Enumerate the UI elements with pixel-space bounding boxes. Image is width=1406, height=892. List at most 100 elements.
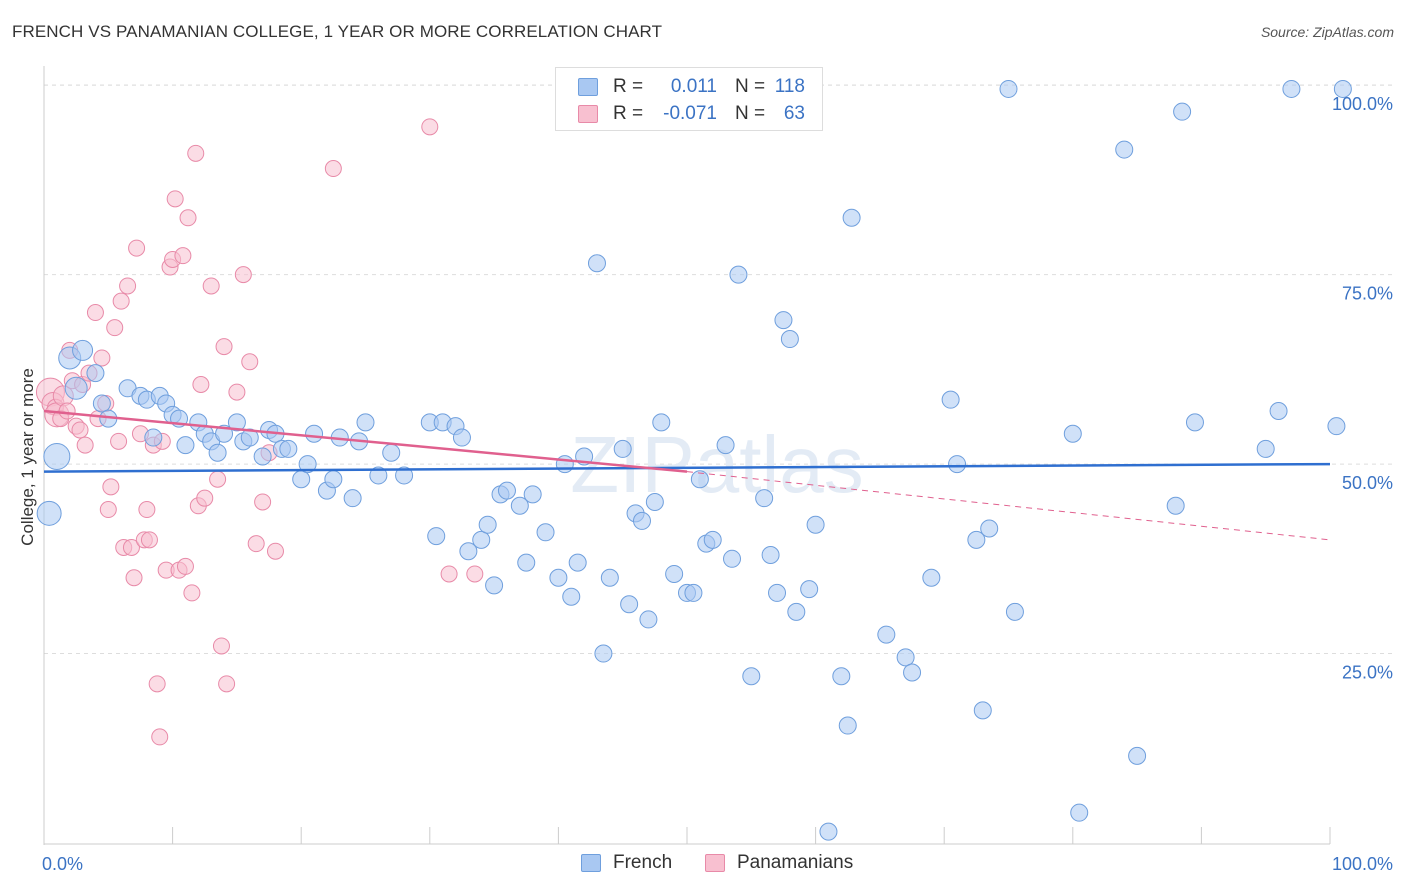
french-point (1173, 102, 1192, 121)
french-point (208, 443, 227, 462)
r-value: 0.011 (670, 76, 717, 97)
panamanians-point (202, 277, 220, 295)
x-tick-label: 100.0% (1332, 854, 1393, 874)
panamanians-point (99, 501, 117, 519)
french-point (980, 519, 999, 538)
french-point (43, 443, 71, 470)
panamanians-point (112, 292, 130, 310)
legend-label-french: French (613, 852, 673, 873)
french-point (999, 79, 1018, 98)
panamanians-point (234, 266, 252, 284)
french-point (716, 436, 735, 455)
french-point (703, 530, 722, 549)
french-point (1185, 413, 1204, 432)
panamanians-point (247, 535, 265, 553)
panamanians-trend-extension (686, 471, 1331, 541)
french-point (86, 364, 105, 383)
french-point (227, 413, 246, 432)
french-point (620, 595, 639, 614)
french-point (292, 470, 311, 489)
panamanians-point (148, 675, 166, 693)
french-point (253, 447, 272, 466)
panamanians-point (110, 432, 128, 450)
french-point (877, 625, 896, 644)
french-point (806, 515, 825, 534)
panamanians-point (421, 118, 439, 136)
french-point (941, 390, 960, 409)
panamanians-point (174, 247, 192, 265)
french-point (72, 339, 94, 361)
french-point (536, 523, 555, 542)
french-point (1005, 602, 1024, 621)
panamanians-point (266, 542, 284, 560)
french-point (780, 330, 799, 349)
french-point (639, 610, 658, 629)
french-point (645, 492, 664, 511)
n-label: N = (735, 76, 766, 97)
panamanians-point (166, 190, 184, 208)
french-point (343, 489, 362, 508)
french-point (774, 311, 793, 330)
panamanians-points (35, 118, 484, 746)
french-point (613, 439, 632, 458)
french-point (1063, 424, 1082, 443)
french-point (973, 701, 992, 720)
french-point (452, 428, 471, 447)
french-point (176, 436, 195, 455)
panamanians-point (196, 489, 214, 507)
panamanians-point (122, 538, 140, 556)
french-point (568, 553, 587, 572)
french-point (967, 530, 986, 549)
y-tick-label: 75.0% (1342, 284, 1393, 304)
panamanians-point (209, 470, 227, 488)
french-point (472, 530, 491, 549)
panamanians-point (76, 436, 94, 454)
french-point (800, 580, 819, 599)
legend-item-panamanians: Panamanians (705, 852, 853, 874)
french-point (742, 667, 761, 686)
panamanians-point (125, 569, 143, 587)
french-point (1166, 496, 1185, 515)
french-point (665, 564, 684, 583)
french-point (356, 413, 375, 432)
tick-labels: 25.0% 50.0% 75.0% 100.0% 0.0% 100.0% (42, 94, 1393, 874)
correlation-legend: R = 0.011 N = 118 R = -0.071 N = 63 (555, 67, 823, 131)
panamanians-point (102, 478, 120, 496)
y-axis-label: College, 1 year or more (18, 368, 37, 546)
french-point (729, 265, 748, 284)
french-point (1128, 746, 1147, 765)
french-point (427, 527, 446, 546)
french-point (832, 667, 851, 686)
panamanians-point (176, 557, 194, 575)
panamanians-point (106, 319, 124, 337)
french-point (279, 439, 298, 458)
panamanians-point (119, 277, 137, 295)
french-legend-swatch (581, 854, 601, 872)
french-points (36, 79, 1352, 841)
french-point (594, 644, 613, 663)
legend-item-french: French (581, 852, 672, 874)
r-value: -0.071 (663, 103, 717, 124)
panamanians-point (324, 160, 342, 178)
french-point (1256, 439, 1275, 458)
source-label: Source: ZipAtlas.com (1260, 24, 1394, 40)
french-point (298, 455, 317, 474)
french-point (485, 576, 504, 595)
panamanians-point (58, 402, 76, 420)
french-trend-line (43, 462, 1331, 473)
french-point (1070, 803, 1089, 822)
panamanians-point (228, 383, 246, 401)
french-point (1327, 417, 1346, 436)
french-point (305, 424, 324, 443)
french-point (768, 583, 787, 602)
panamanians-point (151, 728, 169, 746)
french-point (497, 481, 516, 500)
french-point (587, 254, 606, 273)
panamanians-swatch (578, 105, 598, 123)
panamanians-point (187, 144, 205, 162)
french-point (395, 466, 414, 485)
french-point (787, 602, 806, 621)
french-point (842, 208, 861, 227)
r-label: R = (613, 76, 644, 97)
french-point (1282, 79, 1301, 98)
